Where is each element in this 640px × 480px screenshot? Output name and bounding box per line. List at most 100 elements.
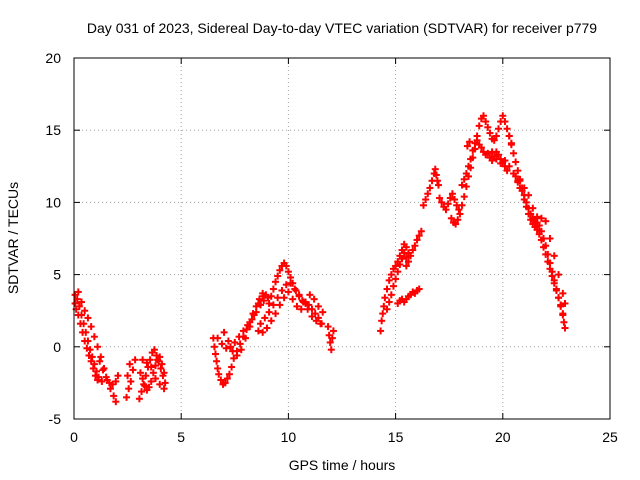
data-point [217,376,225,384]
data-point [477,144,485,152]
axis-ticks [73,57,611,420]
data-point [222,344,230,352]
data-point [284,268,292,276]
data-point [448,190,456,198]
data-point [161,379,169,387]
chart-title: Day 031 of 2023, Sidereal Day-to-day VTE… [87,20,597,36]
y-tick-label: 15 [45,122,61,138]
data-point [94,376,102,384]
data-point [314,302,322,310]
data-point [529,204,537,212]
plot-frame [73,57,611,420]
data-point [302,298,310,306]
data-point [263,324,271,332]
x-tick-label: 10 [281,429,297,445]
data-point [559,311,567,319]
data-point [552,286,560,294]
data-point [259,289,267,297]
data-point [486,129,494,137]
data-point [319,308,327,316]
data-point [548,272,556,280]
data-point [310,295,318,303]
data-point [484,149,492,157]
data-point [235,333,243,341]
data-point [260,297,268,305]
data-point [446,194,454,202]
data-point [535,222,543,230]
data-point [402,262,410,270]
x-tick-label: 25 [602,429,618,445]
data-point [246,323,254,331]
data-point [460,193,468,201]
data-point [387,271,395,279]
data-point [267,317,275,325]
data-point [212,350,220,358]
data-point [272,278,280,286]
data-point [213,357,221,365]
data-point [537,214,545,222]
data-point [392,262,400,270]
data-point [114,372,122,380]
x-tick-label: 0 [70,429,78,445]
y-tick-label: 0 [53,339,61,355]
data-point [492,155,500,163]
data-point [402,243,410,251]
data-point [237,346,245,354]
data-point [100,364,108,372]
data-point [224,337,232,345]
data-point [308,312,316,320]
data-point [123,393,131,401]
data-point [444,200,452,208]
data-point [503,167,511,175]
data-point [259,328,267,336]
data-point [157,364,165,372]
data-point [242,334,250,342]
data-point [87,323,95,331]
data-point [497,159,505,167]
data-point [112,398,120,406]
data-point [225,370,233,378]
data-point [76,320,84,328]
data-point [287,279,295,287]
data-point [151,362,159,370]
data-point [559,289,567,297]
data-point [458,201,466,209]
x-axis-label: GPS time / hours [289,457,396,473]
data-point [396,260,404,268]
data-point [377,327,385,335]
data-point [231,338,239,346]
data-point [223,375,231,383]
data-point [385,298,393,306]
data-point [392,275,400,283]
data-point [389,282,397,290]
data-point [124,372,132,380]
y-tick-label: 5 [53,267,61,283]
data-point [71,299,79,307]
data-point [126,360,134,368]
data-point [85,351,93,359]
data-point [84,314,92,322]
data-point [254,327,262,335]
data-point [462,183,470,191]
data-point [129,366,137,374]
data-point [110,392,118,400]
data-point [233,351,241,359]
y-tick-label: 20 [45,50,61,66]
data-point [542,250,550,258]
data-point [525,191,533,199]
data-point [278,286,286,294]
data-point [400,249,408,257]
x-tick-label: 5 [177,429,185,445]
data-point [424,190,432,198]
data-point [455,206,463,214]
data-point [269,285,277,293]
data-point [456,210,464,218]
data-point [112,377,120,385]
data-point [480,112,488,120]
data-points [71,112,569,406]
data-point [141,382,149,390]
data-point [499,112,507,120]
data-point [490,136,498,144]
data-point [438,198,446,206]
data-point [248,315,256,323]
